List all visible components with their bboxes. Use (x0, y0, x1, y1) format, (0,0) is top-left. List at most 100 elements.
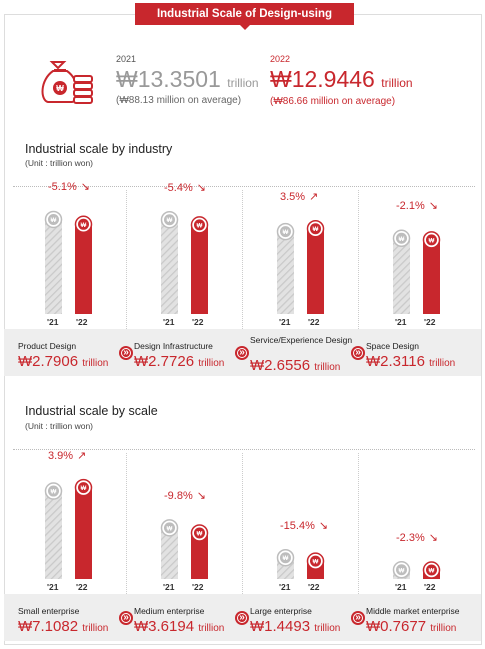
won-coin-icon: ₩ (392, 561, 411, 579)
double-chevron-right-icon: » (351, 346, 365, 360)
change-label: 3.9% ↗ (48, 449, 86, 462)
category-name: Medium enterprise (134, 606, 205, 616)
svg-text:₩: ₩ (167, 526, 173, 532)
bar-2022 (307, 227, 324, 314)
change-label: -2.1% ↘ (396, 199, 438, 212)
category-value: ₩2.7906 trillion (18, 353, 108, 370)
category-unit: trillion (82, 623, 109, 634)
category-amount: ₩1.4493 (250, 618, 311, 635)
double-chevron-right-icon: » (119, 611, 133, 625)
summary-2022-year: 2022 (270, 54, 291, 64)
double-chevron-right-icon: » (235, 611, 249, 625)
summary-2021-value: ₩13.3501 trillion (116, 66, 259, 93)
svg-text:₩: ₩ (429, 238, 435, 244)
won-coin-icon: ₩ (160, 519, 179, 537)
change-value: -15.4% (280, 519, 315, 532)
bar-2022 (191, 223, 208, 314)
arrow-down-right-icon: ↘ (196, 181, 206, 194)
double-chevron-right-icon: » (351, 611, 365, 625)
won-coin-icon: ₩ (160, 210, 179, 229)
category-value: ₩7.1082 trillion (18, 618, 108, 635)
won-coin-icon: ₩ (74, 478, 93, 497)
year-label-2022: '22 (308, 582, 320, 592)
arrow-up-right-icon: ↗ (77, 449, 87, 462)
industry-unit-label: (Unit : trillion won) (25, 158, 94, 168)
bar-2021 (393, 237, 410, 314)
category-unit: trillion (198, 358, 225, 369)
year-label-2022: '22 (76, 317, 88, 327)
arrow-up-right-icon: ↗ (309, 190, 319, 203)
year-label-2021: '21 (395, 582, 407, 592)
summary-2022-value: ₩12.9446 trillion (270, 66, 413, 93)
svg-text:₩: ₩ (81, 486, 87, 492)
summary-2021-avg: (₩88.13 million on average) (116, 95, 242, 106)
bar-2022 (75, 223, 92, 314)
svg-text:₩: ₩ (313, 560, 319, 566)
frame-top-left (4, 14, 135, 15)
category-name: Small enterprise (18, 606, 80, 616)
arrow-down-right-icon: ↘ (80, 181, 90, 194)
category-name: Middle market enterprise (366, 606, 460, 616)
won-coin-icon: ₩ (74, 215, 93, 234)
bar-2021 (277, 230, 294, 314)
group-separator (126, 453, 127, 594)
svg-text:₩: ₩ (167, 218, 173, 224)
scale-unit-label: (Unit : trillion won) (25, 421, 94, 431)
svg-text:₩: ₩ (51, 218, 57, 224)
year-label-2021: '21 (279, 582, 291, 592)
category-amount: ₩0.7677 (366, 618, 427, 635)
change-value: -5.4% (164, 181, 193, 194)
scale-section-title: Industrial scale by scale (25, 404, 158, 418)
svg-text:₩: ₩ (399, 237, 405, 243)
svg-text:₩: ₩ (283, 556, 289, 562)
bar-2021 (161, 218, 178, 314)
bar-2021 (161, 526, 178, 579)
category-amount: ₩7.1082 (18, 618, 79, 635)
group-separator (358, 453, 359, 594)
svg-text:₩: ₩ (283, 230, 289, 236)
arrow-down-right-icon: ↘ (318, 519, 329, 532)
bar-2022 (75, 486, 92, 579)
arrow-down-right-icon: ↘ (428, 531, 438, 544)
category-value: ₩1.4493 trillion (250, 618, 340, 635)
year-label-2021: '21 (47, 317, 59, 327)
change-value: 3.9% (48, 449, 74, 462)
category-amount: ₩2.3116 (366, 353, 425, 370)
svg-text:₩: ₩ (197, 531, 203, 537)
category-amount: ₩2.7726 (134, 353, 195, 370)
year-label-2022: '22 (308, 317, 320, 327)
svg-text:₩: ₩ (429, 569, 435, 575)
bar-2022 (423, 238, 440, 314)
title-notch (240, 25, 250, 30)
page-title: Industrial Scale of Design-using Compani… (135, 3, 354, 42)
category-name: Service/Experience Design (250, 335, 353, 345)
category-name: Product Design (18, 341, 77, 351)
change-label: -9.8% ↘ (164, 489, 206, 502)
svg-text:₩: ₩ (313, 227, 319, 233)
industry-section-title: Industrial scale by industry (25, 142, 173, 156)
year-label-2022: '22 (192, 317, 204, 327)
category-amount: ₩2.6556 (250, 357, 311, 374)
year-label-2021: '21 (47, 582, 59, 592)
year-label-2021: '21 (279, 317, 291, 327)
category-value: ₩2.7726 trillion (134, 353, 224, 370)
change-label: -15.4% ↘ (280, 519, 328, 532)
year-label-2021: '21 (163, 582, 175, 592)
summary-2021-amount: ₩13.3501 (116, 66, 221, 92)
summary-2022-amount: ₩12.9446 (270, 66, 375, 92)
svg-text:₩: ₩ (51, 490, 57, 496)
category-value: ₩2.3116 trillion (366, 353, 455, 370)
won-coin-icon: ₩ (422, 231, 441, 249)
won-coin-icon: ₩ (392, 229, 411, 248)
arrow-down-right-icon: ↘ (196, 489, 206, 502)
won-coin-icon: ₩ (306, 219, 325, 238)
svg-text:₩: ₩ (56, 84, 64, 93)
money-bag-coins-icon: ₩ (41, 61, 93, 104)
group-separator (358, 190, 359, 329)
bar-2021 (45, 218, 62, 314)
frame-top-right (354, 14, 481, 15)
group-separator (242, 453, 243, 594)
bar-2022 (191, 531, 208, 579)
won-coin-icon: ₩ (422, 561, 441, 579)
